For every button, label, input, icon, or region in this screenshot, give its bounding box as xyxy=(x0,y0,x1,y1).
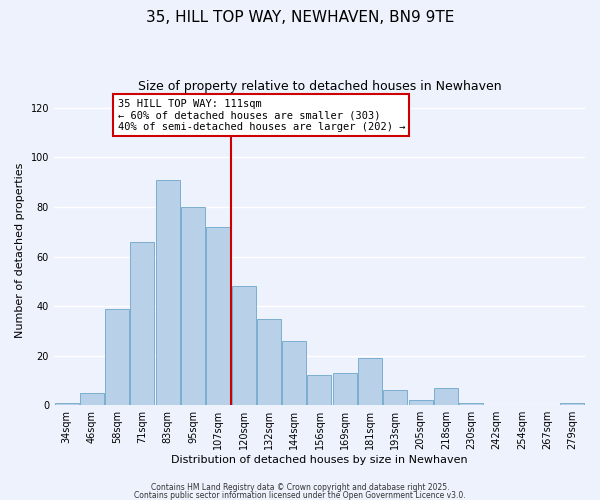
Bar xyxy=(307,376,331,405)
Bar xyxy=(560,402,584,405)
Bar xyxy=(282,341,306,405)
Bar xyxy=(232,286,256,405)
Text: Contains HM Land Registry data © Crown copyright and database right 2025.: Contains HM Land Registry data © Crown c… xyxy=(151,484,449,492)
Y-axis label: Number of detached properties: Number of detached properties xyxy=(15,162,25,338)
Bar xyxy=(257,318,281,405)
Bar xyxy=(206,227,230,405)
Bar xyxy=(358,358,382,405)
Bar xyxy=(333,373,357,405)
Text: 35, HILL TOP WAY, NEWHAVEN, BN9 9TE: 35, HILL TOP WAY, NEWHAVEN, BN9 9TE xyxy=(146,10,454,25)
Bar xyxy=(156,180,180,405)
Text: 35 HILL TOP WAY: 111sqm
← 60% of detached houses are smaller (303)
40% of semi-d: 35 HILL TOP WAY: 111sqm ← 60% of detache… xyxy=(118,98,405,132)
Bar xyxy=(434,388,458,405)
Bar xyxy=(55,402,79,405)
Bar xyxy=(459,402,483,405)
Bar xyxy=(181,207,205,405)
Bar xyxy=(80,393,104,405)
Bar xyxy=(130,242,154,405)
Bar xyxy=(409,400,433,405)
Title: Size of property relative to detached houses in Newhaven: Size of property relative to detached ho… xyxy=(137,80,501,93)
Bar xyxy=(383,390,407,405)
X-axis label: Distribution of detached houses by size in Newhaven: Distribution of detached houses by size … xyxy=(171,455,468,465)
Bar xyxy=(105,308,129,405)
Text: Contains public sector information licensed under the Open Government Licence v3: Contains public sector information licen… xyxy=(134,490,466,500)
